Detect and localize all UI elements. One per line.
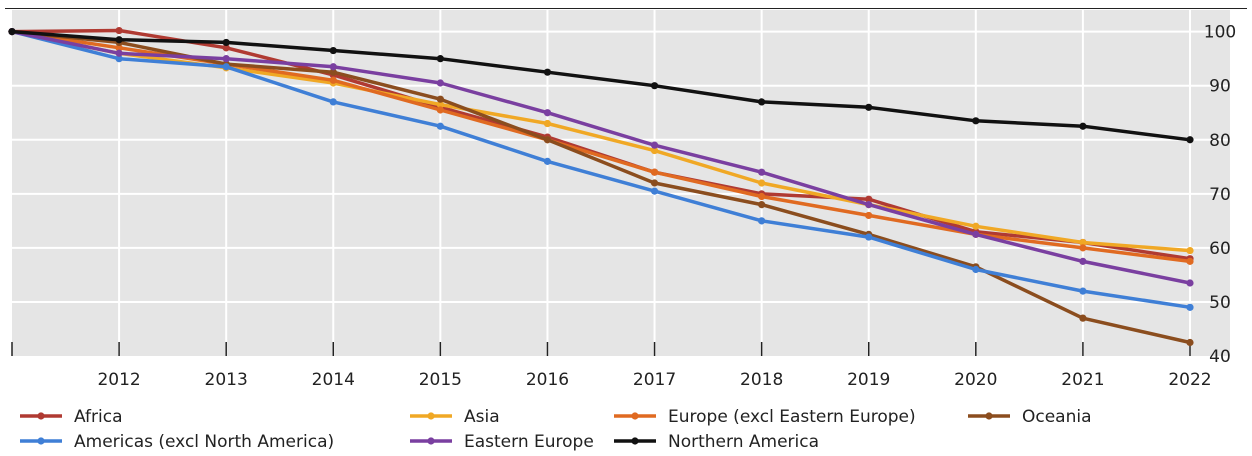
x-tick-label-2018: 2018 [740, 370, 783, 390]
x-tick-label-2017: 2017 [633, 370, 676, 390]
data-point-northern-america-2011 [8, 28, 16, 36]
data-point-northern-america-2016 [543, 68, 552, 76]
legend-swatch-dot-oceania [985, 412, 993, 420]
data-point-oceania-2022 [1186, 338, 1194, 347]
y-tick-label-60: 60 [1209, 239, 1231, 259]
data-point-eastern-europe-2016 [543, 109, 552, 117]
legend-swatch-dot-eastern-europe [427, 437, 435, 445]
data-point-northern-america-2014 [329, 46, 337, 55]
x-tick-label-2021: 2021 [1061, 370, 1104, 390]
data-point-eastern-europe-2012 [115, 49, 123, 57]
x-tick-label-2015: 2015 [419, 370, 462, 390]
data-point-northern-america-2020 [972, 117, 980, 125]
data-point-europe-excl-eastern-europe-2022 [1186, 257, 1194, 265]
data-point-americas-excl-north-america-2016 [543, 157, 552, 165]
data-point-eastern-europe-2022 [1186, 279, 1194, 287]
data-point-americas-excl-north-america-2014 [329, 98, 337, 106]
legend-label-africa: Africa [74, 407, 123, 427]
data-point-asia-2022 [1186, 246, 1194, 255]
legend-swatch-dot-europe-excl-eastern-europe [631, 412, 639, 420]
data-point-eastern-europe-2018 [758, 168, 766, 176]
legend-label-europe-excl-eastern-europe: Europe (excl Eastern Europe) [668, 407, 916, 427]
data-point-eastern-europe-2020 [972, 230, 980, 238]
data-point-eastern-europe-2021 [1079, 257, 1087, 265]
legend-swatch-dot-americas-excl-north-america [37, 437, 45, 445]
data-point-oceania-2017 [650, 179, 659, 187]
data-point-northern-america-2021 [1079, 122, 1087, 130]
data-point-northern-america-2019 [865, 103, 873, 111]
legend-swatch-dot-africa [37, 412, 45, 420]
x-tick-label-2016: 2016 [526, 370, 569, 390]
data-point-europe-excl-eastern-europe-2021 [1079, 244, 1087, 252]
x-tick-label-2020: 2020 [954, 370, 997, 390]
series-line-northern-america [11, 29, 1191, 142]
data-point-eastern-europe-2017 [650, 141, 659, 149]
x-tick-label-2019: 2019 [847, 370, 890, 390]
data-point-northern-america-2013 [222, 38, 230, 47]
data-point-northern-america-2012 [115, 36, 123, 44]
data-point-asia-2021 [1079, 238, 1087, 247]
data-point-africa-2019 [865, 195, 873, 203]
data-point-eastern-europe-2019 [865, 201, 873, 209]
y-tick-label-100: 100 [1204, 23, 1236, 43]
series-line-oceania [11, 29, 1191, 345]
data-point-northern-america-2018 [758, 98, 766, 106]
data-point-americas-excl-north-america-2012 [115, 55, 123, 63]
y-tick-label-80: 80 [1209, 131, 1231, 151]
series-line-americas-excl-north-america [11, 29, 1191, 310]
data-point-europe-excl-eastern-europe-2018 [758, 192, 766, 201]
legend-label-americas-excl-north-america: Americas (excl North America) [74, 432, 334, 452]
y-tick-label-50: 50 [1209, 293, 1231, 313]
x-tick-label-2022: 2022 [1168, 370, 1211, 390]
data-point-americas-excl-north-america-2013 [222, 63, 230, 71]
data-point-oceania-2016 [543, 136, 552, 144]
data-point-northern-america-2017 [650, 82, 659, 90]
y-tick-label-90: 90 [1209, 77, 1231, 97]
data-point-africa-2013 [222, 44, 230, 52]
data-point-americas-excl-north-america-2017 [650, 187, 659, 195]
data-point-eastern-europe-2013 [222, 55, 230, 63]
data-point-europe-excl-eastern-europe-2017 [650, 168, 659, 176]
legend-swatch-dot-asia [427, 412, 435, 420]
data-point-africa-2012 [115, 26, 123, 35]
x-tick-label-2012: 2012 [97, 370, 140, 390]
data-point-americas-excl-north-america-2021 [1079, 287, 1087, 295]
data-point-asia-2015 [436, 101, 444, 109]
legend-swatch-dot-northern-america [631, 437, 639, 445]
data-point-asia-2016 [543, 119, 552, 128]
data-point-europe-excl-eastern-europe-2014 [329, 76, 337, 84]
series-line-eastern-europe [11, 29, 1191, 285]
data-point-americas-excl-north-america-2020 [972, 265, 980, 274]
legend-label-eastern-europe: Eastern Europe [464, 432, 594, 452]
data-point-asia-2020 [972, 222, 980, 230]
data-point-asia-2018 [758, 179, 766, 187]
data-point-americas-excl-north-america-2022 [1186, 303, 1194, 311]
data-point-oceania-2018 [758, 201, 766, 209]
data-point-europe-excl-eastern-europe-2012 [115, 44, 123, 52]
legend-label-northern-america: Northern America [668, 432, 819, 452]
data-point-eastern-europe-2015 [436, 79, 444, 87]
data-point-oceania-2021 [1079, 314, 1087, 322]
x-tick-label-2013: 2013 [205, 370, 248, 390]
data-point-eastern-europe-2014 [329, 63, 337, 71]
data-point-americas-excl-north-america-2015 [436, 122, 444, 130]
data-point-europe-excl-eastern-europe-2015 [436, 106, 444, 114]
data-point-americas-excl-north-america-2019 [865, 233, 873, 241]
data-point-europe-excl-eastern-europe-2019 [865, 211, 873, 220]
data-point-americas-excl-north-america-2018 [758, 217, 766, 225]
y-tick-label-70: 70 [1209, 185, 1231, 205]
data-point-northern-america-2015 [436, 55, 444, 63]
data-point-oceania-2015 [436, 95, 444, 103]
x-tick-label-2014: 2014 [312, 370, 355, 390]
data-point-asia-2017 [650, 146, 659, 155]
data-point-northern-america-2022 [1186, 136, 1194, 144]
data-point-oceania-2014 [329, 68, 337, 76]
legend-label-oceania: Oceania [1022, 407, 1092, 427]
y-tick-label-40: 40 [1209, 347, 1231, 367]
legend-label-asia: Asia [464, 407, 500, 427]
